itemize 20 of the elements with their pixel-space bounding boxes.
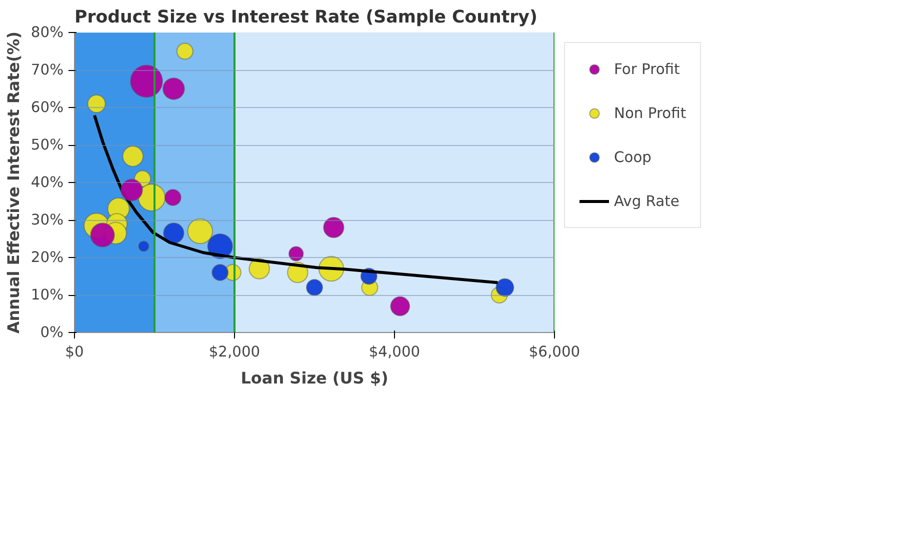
y-tick-label: 60%: [30, 99, 64, 116]
y-tick-label: 80%: [30, 24, 64, 41]
y-tick-label: 40%: [30, 174, 64, 191]
y-tick-label: 50%: [30, 136, 64, 154]
y-tick-label: 10%: [30, 286, 64, 304]
x-tick-label: $4,000: [368, 344, 420, 360]
legend-label: Coop: [614, 148, 652, 166]
x-axis-title: Loan Size (US $): [240, 368, 388, 388]
legend-label: Non Profit: [614, 104, 686, 122]
legend-label: Avg Rate: [614, 192, 680, 210]
x-tick-label: $2,000: [208, 344, 260, 360]
x-tick-label: $0: [65, 344, 84, 360]
y-tick-label: 70%: [30, 62, 64, 78]
y-tick-label: 30%: [30, 212, 64, 228]
y-axis-title: Annual Effective Interest Rate(%): [4, 31, 23, 334]
chart-title: Product Size vs Interest Rate (Sample Country): [74, 8, 538, 28]
y-tick-label: 0%: [40, 324, 64, 341]
x-tick-label: $6,000: [528, 344, 580, 360]
legend-label: For Profit: [614, 60, 680, 78]
y-tick-label: 20%: [30, 249, 64, 266]
